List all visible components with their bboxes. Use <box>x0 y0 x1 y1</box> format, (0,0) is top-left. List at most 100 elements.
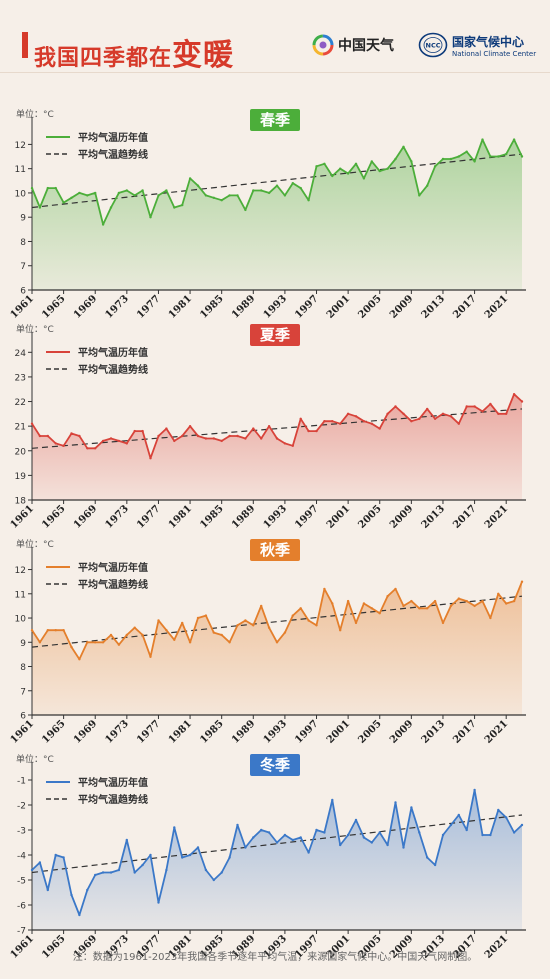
data-point <box>394 587 397 591</box>
data-point <box>70 893 73 897</box>
x-tick-label: 1981 <box>167 293 194 320</box>
data-point <box>125 838 128 842</box>
x-tick-label: 1993 <box>262 293 289 320</box>
data-point <box>299 607 302 610</box>
data-point <box>78 191 81 195</box>
x-tick-label: 1977 <box>135 293 162 320</box>
data-point <box>449 415 453 418</box>
data-point <box>165 427 168 430</box>
x-tick-label: 2009 <box>388 293 415 320</box>
data-point <box>362 836 366 839</box>
data-point <box>512 138 516 141</box>
y-tick-label: 9 <box>20 639 26 649</box>
y-tick-label: 18 <box>15 497 27 507</box>
x-tick-label: 2001 <box>325 293 352 320</box>
data-point <box>449 604 453 608</box>
data-point <box>86 194 89 197</box>
data-point <box>386 167 389 170</box>
x-tick-label: 1997 <box>293 718 320 745</box>
data-point <box>133 194 136 197</box>
unit-label: 单位：°C <box>16 753 54 765</box>
data-point <box>370 160 373 163</box>
data-point <box>283 194 287 197</box>
data-point <box>497 808 500 812</box>
data-point <box>505 152 508 156</box>
data-point <box>315 624 318 627</box>
data-point <box>275 641 279 644</box>
data-point <box>125 633 128 637</box>
data-point <box>418 831 421 834</box>
y-tick-label: 7 <box>20 687 26 697</box>
y-tick-label: 6 <box>20 712 26 722</box>
data-point <box>402 412 405 415</box>
data-point <box>181 621 184 625</box>
data-point <box>86 447 89 450</box>
x-tick-label: 2001 <box>325 718 352 745</box>
data-point <box>481 599 484 603</box>
data-point <box>252 189 255 192</box>
x-tick-label: 2017 <box>451 718 478 745</box>
series-area <box>32 394 522 500</box>
y-tick-label: -3 <box>17 827 26 837</box>
data-point <box>441 157 445 161</box>
data-point <box>46 186 49 190</box>
ncc-emblem-icon: NCC <box>418 32 448 58</box>
data-point <box>117 868 121 872</box>
data-point <box>141 429 144 433</box>
data-point <box>252 624 255 627</box>
data-point <box>196 434 200 438</box>
data-point <box>497 412 500 415</box>
data-point <box>315 828 318 832</box>
data-point <box>252 836 255 839</box>
data-point <box>133 871 136 874</box>
data-point <box>489 616 492 620</box>
data-point <box>173 206 176 209</box>
data-point <box>125 442 128 445</box>
data-point <box>505 602 508 605</box>
series-area <box>32 790 522 930</box>
data-point <box>252 427 255 430</box>
data-point <box>157 619 160 622</box>
x-tick-label: 2009 <box>388 503 415 530</box>
data-point <box>433 863 437 867</box>
x-tick-label: 1965 <box>40 718 67 745</box>
x-tick-label: 1981 <box>167 503 194 530</box>
data-point <box>291 182 294 185</box>
y-tick-label: 24 <box>15 349 27 359</box>
data-point <box>109 206 113 209</box>
data-point <box>481 833 484 837</box>
data-point <box>520 400 524 403</box>
y-tick-label: 12 <box>15 566 26 576</box>
data-point <box>46 888 49 892</box>
data-point <box>410 806 413 809</box>
svg-text:NCC: NCC <box>426 42 441 50</box>
data-point <box>38 641 42 644</box>
data-point <box>426 607 429 610</box>
data-point <box>30 629 34 632</box>
data-point <box>181 203 184 207</box>
x-tick-label: 1997 <box>293 293 320 320</box>
legend-label-trend: 平均气温趋势线 <box>78 793 148 806</box>
y-tick-label: 8 <box>20 663 26 673</box>
data-point <box>433 165 437 168</box>
y-tick-label: 22 <box>15 398 26 408</box>
data-point <box>244 208 247 212</box>
data-point <box>181 434 184 438</box>
data-point <box>473 604 476 608</box>
data-point <box>212 631 215 634</box>
season-title: 夏季 <box>259 326 290 344</box>
x-tick-label: 2021 <box>483 293 510 320</box>
data-point <box>433 599 437 603</box>
data-point <box>426 184 429 187</box>
data-point <box>141 633 144 637</box>
data-point <box>157 434 160 438</box>
x-tick-label: 2013 <box>420 503 447 530</box>
y-tick-label: 8 <box>20 238 26 248</box>
x-tick-label: 2021 <box>483 503 510 530</box>
data-point <box>109 871 113 874</box>
data-point <box>220 633 223 637</box>
data-point <box>196 616 200 620</box>
data-point <box>449 157 453 161</box>
data-point <box>149 655 152 658</box>
